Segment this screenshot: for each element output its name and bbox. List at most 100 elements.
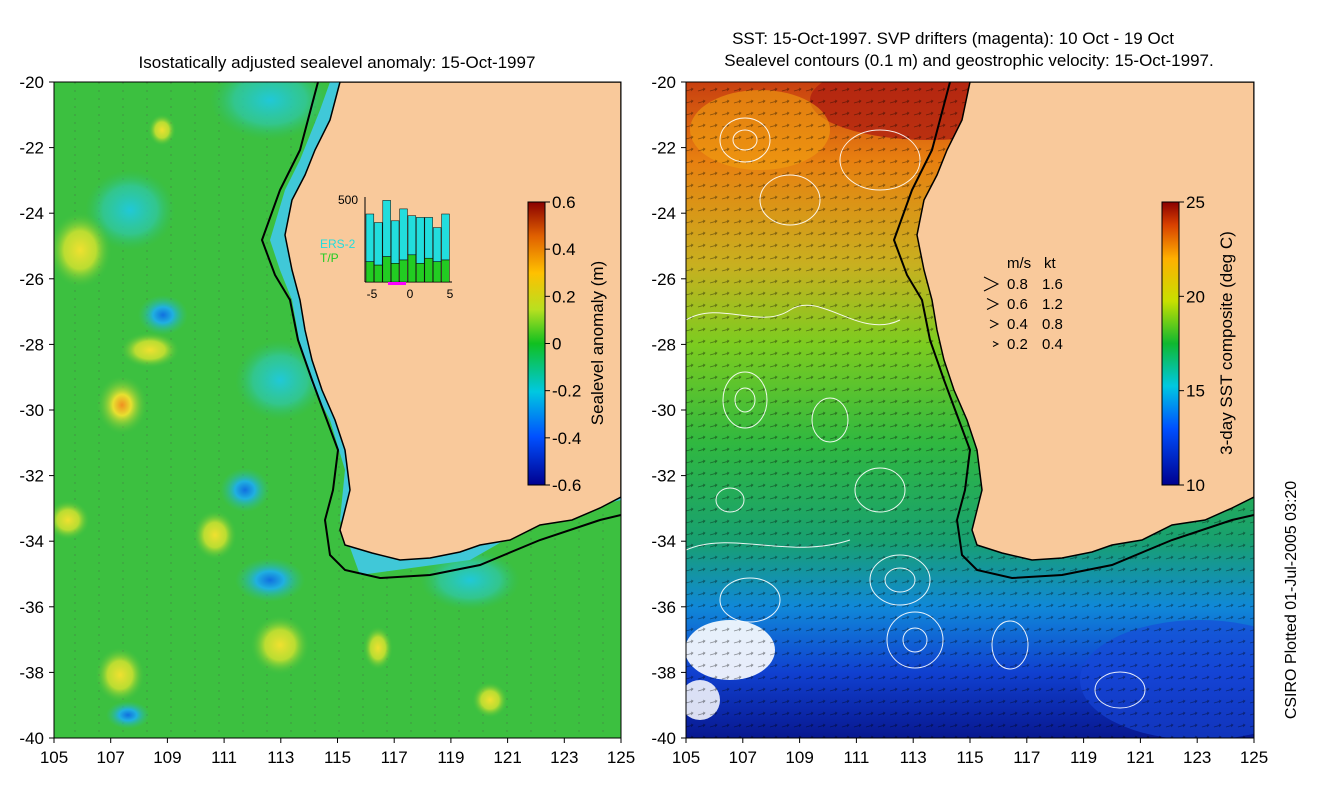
velocity-ms-value: 0.8 [1007,276,1028,293]
histogram-bar-tp [374,264,383,283]
x-tick-label: 117 [381,748,408,767]
histogram-ymax-label: 500 [338,193,358,207]
y-tick-label: -38 [19,663,44,682]
x-tick-label: 119 [1070,748,1097,767]
histogram-bar-tp [441,259,450,283]
y-tick-label: -24 [651,204,676,223]
colorbar-tick-label: 20 [1186,287,1205,306]
y-tick-label: -40 [651,729,676,748]
sst-map-title-line1: SST: 15-Oct-1997. SVP drifters (magenta)… [732,29,1174,48]
colorbar-tick-label: 0 [552,335,561,354]
x-tick-label: 113 [900,748,927,767]
y-tick-label: -26 [651,270,676,289]
x-tick-label: 113 [267,748,294,767]
sla-x-axis: 105 107 109 111 113 115 117 119 121 123 125 [40,738,635,767]
histogram-bar-tp [382,256,391,283]
colorbar-tick-label: -0.6 [552,476,581,495]
y-tick-label: -38 [651,663,676,682]
y-tick-label: -32 [651,467,676,486]
histogram-bar-ers2 [382,200,391,257]
sla-map-title: Isostatically adjusted sealevel anomaly:… [139,53,536,72]
y-tick-label: -28 [651,335,676,354]
velocity-legend-header-ms: m/s [1007,255,1031,272]
velocity-scale-arrow [983,276,1000,292]
y-tick-label: -32 [19,467,44,486]
histogram-bar-ers2 [441,213,450,261]
histogram-bar-tp [365,261,375,283]
y-tick-label: -28 [19,335,44,354]
velocity-kt-value: 1.2 [1042,296,1063,313]
colorbar-tick-label: 0.2 [552,287,576,306]
histogram-x-tick: 5 [447,287,454,301]
histogram-bar-ers2 [399,208,408,261]
x-tick-label: 109 [153,748,181,767]
sst-colorbar-label: 3-day SST composite (deg C) [1217,231,1236,455]
colorbar-tick-label: 0.6 [552,193,576,212]
plot-credit: CSIRO Plotted 01-Jul-2005 03:20 [1283,481,1300,719]
y-tick-label: -24 [19,204,44,223]
histogram-bar-ers2 [365,213,375,262]
x-tick-label: 105 [40,748,68,767]
y-tick-label: -34 [651,532,676,551]
x-tick-label: 109 [785,748,813,767]
velocity-kt-value: 0.8 [1042,316,1063,333]
x-tick-label: 123 [1183,748,1211,767]
colorbar-tick-label: 10 [1186,476,1205,495]
histogram-bar-ers2 [390,220,400,264]
x-tick-label: 115 [324,748,351,767]
histogram-bar-ers2 [432,227,442,262]
x-tick-label: 107 [729,748,757,767]
y-tick-label: -30 [651,401,676,420]
histogram-bar-tp [432,261,442,283]
velocity-scale-arrow [989,319,1000,329]
y-tick-label: -26 [19,270,44,289]
colorbar-tick-label: 0.4 [552,240,576,259]
sla-y-axis: -20 -22 -24 -26 -28 -30 -32 -34 -36 -38 -40 [19,73,54,748]
altimeter-histogram-inset: 500 ERS-2 T/P -5 0 5 [320,193,454,301]
sst-map-panel: SST: 15-Oct-1997. SVP drifters (magenta)… [651,29,1268,767]
velocity-ms-value: 0.2 [1007,336,1028,353]
histogram-x-tick: -5 [367,287,378,301]
x-tick-label: 125 [607,748,635,767]
sla-colorbar-label: Sealevel anomaly (m) [588,261,607,425]
colorbar-tick-label: 25 [1186,193,1205,212]
x-tick-label: 111 [843,748,869,767]
y-tick-label: -36 [19,598,44,617]
histogram-bar-tp [390,263,400,283]
sealevel-contours [686,117,1146,709]
histogram-bar-tp [407,254,417,283]
x-tick-label: 125 [1240,748,1268,767]
velocity-legend: m/s kt 0.8 1.6 0.6 1.2 0.4 0.8 0.2 0.4 [983,255,1063,353]
histogram-bar-tp [424,257,433,283]
x-tick-label: 117 [1013,748,1040,767]
velocity-ms-value: 0.6 [1007,296,1028,313]
sla-colorbar: 0.6 0.4 0.2 0 -0.2 -0.4 -0.6 Sealevel anomaly … [527,193,607,495]
x-tick-label: 119 [437,748,464,767]
sst-map-title-line2: Sealevel contours (0.1 m) and geostrophi… [724,51,1213,70]
y-tick-label: -22 [651,139,676,158]
x-tick-label: 115 [956,748,983,767]
y-tick-label: -22 [19,139,44,158]
colorbar-tick-label: -0.2 [552,382,581,401]
velocity-scale-arrow [986,298,1000,310]
velocity-legend-header-kt: kt [1044,255,1057,272]
histogram-legend-ers2: ERS-2 [320,237,356,251]
y-tick-label: -30 [19,401,44,420]
velocity-ms-value: 0.4 [1007,316,1028,333]
histogram-bar-ers2 [407,215,417,256]
x-tick-label: 107 [97,748,125,767]
histogram-bar-ers2 [416,217,425,264]
sst-x-axis: 105 107 109 111 113 115 117 119 121 123 125 [672,738,1268,767]
velocity-kt-value: 0.4 [1042,336,1063,353]
y-tick-label: -40 [19,729,44,748]
sst-y-axis: -20 -22 -24 -26 -28 -30 -32 -34 -36 -38 -40 [651,73,686,748]
velocity-kt-value: 1.6 [1042,276,1063,293]
x-tick-label: 105 [672,748,700,767]
sla-map-panel: Isostatically adjusted sealevel anomaly:… [19,53,635,767]
histogram-x-tick: 0 [407,287,414,301]
y-tick-label: -36 [651,598,676,617]
x-tick-label: 121 [493,748,521,767]
velocity-scale-arrow [992,341,1000,347]
y-tick-label: -34 [19,532,44,551]
colorbar-tick-label: -0.4 [552,429,581,448]
